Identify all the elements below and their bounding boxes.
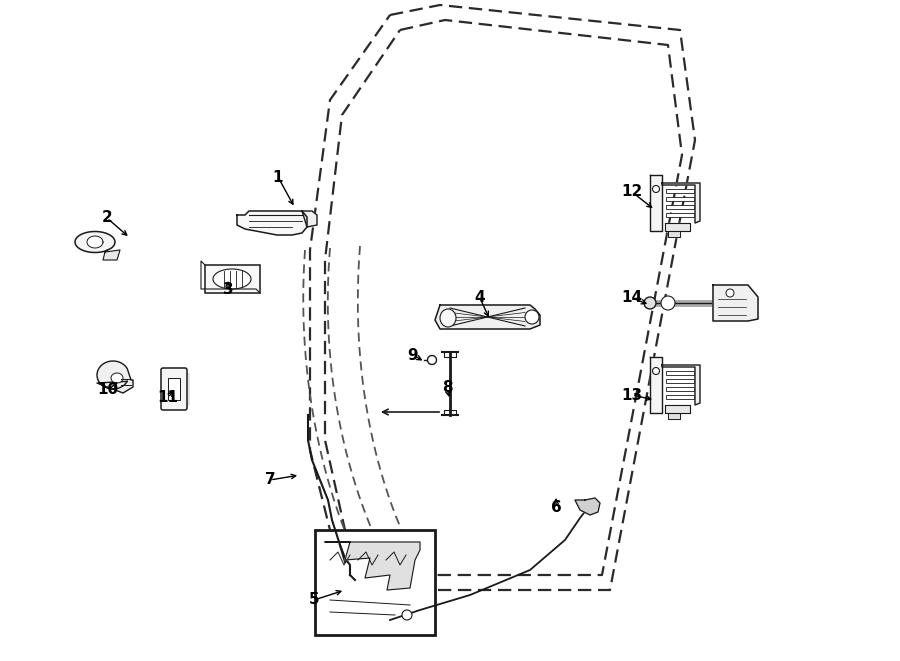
Ellipse shape — [213, 269, 251, 289]
Ellipse shape — [402, 610, 412, 620]
Bar — [666, 371, 694, 375]
Polygon shape — [662, 183, 700, 223]
Bar — [666, 213, 694, 217]
Ellipse shape — [111, 373, 123, 383]
Polygon shape — [665, 405, 690, 413]
Polygon shape — [325, 542, 420, 590]
Text: 1: 1 — [273, 169, 284, 184]
Polygon shape — [650, 357, 662, 413]
Polygon shape — [665, 223, 690, 231]
Bar — [666, 379, 694, 383]
Bar — [666, 189, 694, 193]
Text: 12: 12 — [621, 184, 643, 200]
Bar — [666, 395, 694, 399]
Text: 11: 11 — [158, 391, 178, 405]
Polygon shape — [103, 250, 120, 260]
FancyBboxPatch shape — [161, 368, 187, 410]
Polygon shape — [97, 361, 133, 393]
Bar — [315, 530, 435, 635]
Bar — [168, 378, 180, 400]
Polygon shape — [668, 413, 680, 419]
Polygon shape — [435, 305, 540, 329]
Polygon shape — [87, 236, 103, 248]
Polygon shape — [575, 498, 600, 515]
Bar — [666, 197, 694, 201]
Bar — [666, 205, 694, 209]
Ellipse shape — [726, 289, 734, 297]
Ellipse shape — [440, 309, 456, 327]
Ellipse shape — [652, 368, 660, 375]
Text: 14: 14 — [621, 290, 643, 305]
Polygon shape — [302, 211, 317, 227]
Text: 8: 8 — [442, 381, 453, 395]
Bar — [666, 387, 694, 391]
Text: 13: 13 — [621, 387, 643, 403]
Text: 3: 3 — [222, 282, 233, 297]
Polygon shape — [75, 231, 115, 253]
Text: 5: 5 — [309, 592, 320, 607]
Polygon shape — [668, 231, 680, 237]
Ellipse shape — [644, 297, 656, 309]
Ellipse shape — [661, 296, 675, 310]
Ellipse shape — [428, 356, 436, 364]
Text: 4: 4 — [474, 290, 485, 305]
Polygon shape — [713, 285, 758, 321]
Text: 10: 10 — [97, 383, 119, 397]
Ellipse shape — [652, 186, 660, 192]
Polygon shape — [237, 211, 307, 235]
Ellipse shape — [525, 310, 539, 324]
Text: 9: 9 — [408, 348, 418, 362]
Text: 6: 6 — [551, 500, 562, 516]
Polygon shape — [650, 175, 662, 231]
Text: 2: 2 — [102, 210, 112, 225]
Bar — [205, 265, 260, 293]
Polygon shape — [662, 365, 700, 405]
Text: 7: 7 — [265, 473, 275, 488]
